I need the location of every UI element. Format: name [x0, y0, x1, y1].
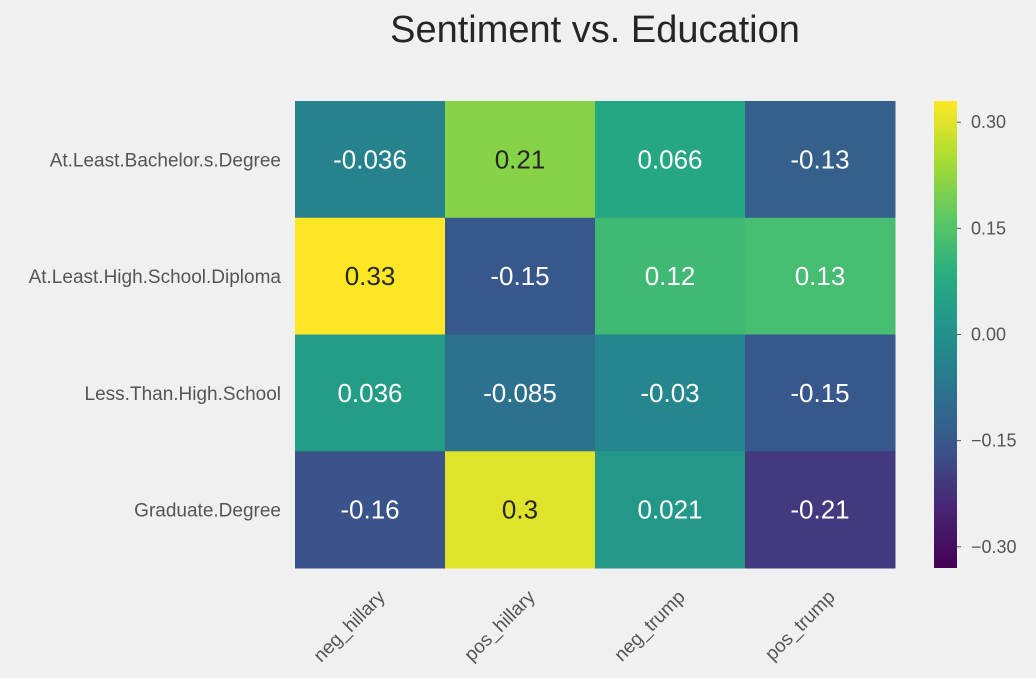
heatmap-cell — [595, 217, 746, 335]
cell-value-label: 0.3 — [502, 495, 538, 525]
x-tick-label: pos_hillary — [461, 586, 540, 665]
colorbar: 0.30 0.15 0.00 −0.15 −0.30 — [934, 101, 1017, 568]
colorbar-tick-label: −0.15 — [971, 431, 1017, 451]
heatmap-cell — [745, 334, 896, 452]
heatmap-cell — [745, 217, 896, 335]
cell-value-label: -0.21 — [790, 495, 849, 525]
heatmap-cell — [295, 451, 446, 569]
heatmap-cell — [295, 334, 446, 452]
x-tick-label: neg_trump — [611, 587, 690, 666]
cell-value-label: 0.036 — [337, 378, 402, 408]
cell-value-label: 0.33 — [345, 261, 396, 291]
heatmap-cell — [745, 451, 896, 569]
cell-value-label: -0.16 — [340, 495, 399, 525]
cell-value-label: -0.036 — [333, 144, 407, 174]
y-tick-label: At.Least.High.School.Diploma — [29, 267, 282, 288]
cell-value-label: -0.15 — [490, 261, 549, 291]
heatmap-cell — [445, 217, 596, 335]
cell-value-label: 0.12 — [645, 261, 696, 291]
heatmap-cell — [295, 101, 446, 219]
x-tick-label: pos_trump — [761, 587, 839, 665]
heatmap-cell — [445, 101, 596, 219]
y-tick-label: Graduate.Degree — [134, 501, 281, 522]
y-tick-label: At.Least.Bachelor.s.Degree — [50, 150, 281, 171]
cell-value-label: 0.13 — [795, 261, 846, 291]
y-tick-label: Less.Than.High.School — [85, 384, 281, 405]
cell-value-label: 0.021 — [637, 495, 702, 525]
heatmap-cell — [445, 451, 596, 569]
y-tick-labels: At.Least.Bachelor.s.Degree At.Least.High.… — [29, 150, 282, 521]
cell-value-label: -0.13 — [790, 144, 849, 174]
heatmap-cell — [595, 334, 746, 452]
heatmap-cells: -0.036 0.21 0.066 -0.13 0.33 -0.15 0.12 0.13 0.0… — [295, 101, 896, 569]
colorbar-tick-label: −0.30 — [971, 537, 1017, 557]
heatmap-cell — [295, 217, 446, 335]
x-tick-label: neg_hillary — [310, 586, 390, 666]
colorbar-tick-label: 0.15 — [971, 218, 1006, 238]
cell-value-label: -0.085 — [483, 378, 557, 408]
colorbar-tick-label: 0.30 — [971, 112, 1006, 132]
cell-value-label: 0.066 — [637, 144, 702, 174]
heatmap-cell — [445, 334, 596, 452]
cell-value-label: -0.03 — [640, 378, 699, 408]
heatmap-cell — [745, 101, 896, 219]
cell-value-label: 0.21 — [495, 144, 546, 174]
colorbar-tick-label: 0.00 — [971, 325, 1006, 345]
colorbar-gradient — [934, 101, 957, 568]
heatmap-cell — [595, 451, 746, 569]
cell-value-label: -0.15 — [790, 378, 849, 408]
heatmap-cell — [595, 101, 746, 219]
chart-title: Sentiment vs. Education — [390, 9, 800, 51]
x-tick-labels: neg_hillary pos_hillary neg_trump pos_trump — [310, 586, 840, 666]
